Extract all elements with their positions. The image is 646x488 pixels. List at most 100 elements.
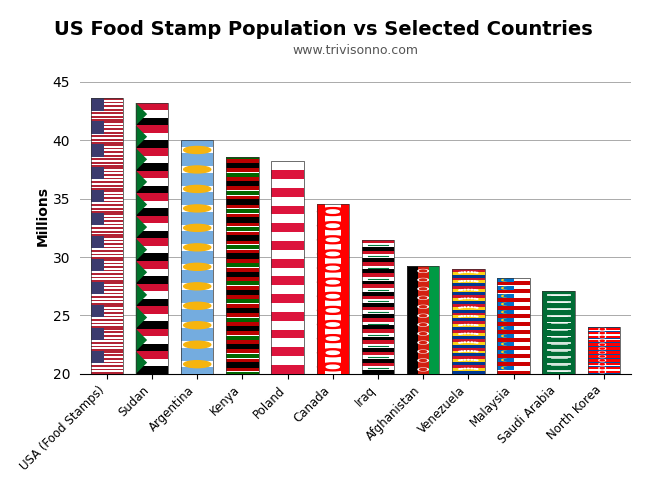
Circle shape [183, 166, 211, 173]
Bar [90, 337, 123, 339]
Bar [181, 244, 213, 250]
Bar [90, 296, 123, 298]
Bar [317, 289, 325, 304]
Bar [90, 149, 123, 151]
Bar [226, 245, 258, 247]
Bar [90, 109, 123, 111]
Polygon shape [321, 251, 344, 256]
Bar [136, 110, 169, 118]
Bar [90, 204, 123, 206]
Circle shape [183, 185, 211, 192]
Title: www.trivisonno.com: www.trivisonno.com [293, 44, 419, 57]
Polygon shape [321, 293, 344, 299]
Bar [90, 163, 123, 165]
Bar [181, 296, 213, 303]
Bar [90, 339, 123, 340]
Circle shape [504, 367, 508, 368]
Bar [181, 348, 213, 354]
Circle shape [599, 364, 605, 365]
Polygon shape [321, 237, 344, 243]
Circle shape [420, 270, 426, 272]
Bar [90, 314, 123, 316]
Bar [226, 175, 258, 181]
Bar [90, 291, 123, 293]
Bar [418, 329, 428, 338]
Bar [588, 366, 620, 370]
Bar [90, 111, 123, 112]
Bar [317, 233, 349, 247]
Bar [543, 291, 575, 374]
Bar [428, 338, 439, 347]
Bar [90, 250, 123, 252]
Bar [90, 353, 123, 354]
Bar [226, 172, 258, 173]
Bar [90, 243, 123, 245]
Bar [90, 103, 123, 105]
Bar [497, 293, 530, 294]
Bar [226, 229, 258, 247]
Bar [136, 246, 169, 253]
Bar [362, 288, 394, 292]
Bar [271, 188, 304, 197]
Polygon shape [136, 125, 147, 148]
Bar [418, 320, 428, 329]
Bar [271, 365, 304, 374]
Bar [407, 293, 418, 302]
Bar [226, 249, 258, 250]
Bar [181, 342, 213, 348]
Bar [226, 272, 258, 273]
Bar [362, 251, 394, 254]
Bar [90, 325, 123, 326]
Bar [90, 203, 123, 204]
Bar [90, 242, 123, 243]
Bar [90, 190, 103, 203]
Bar [452, 342, 484, 345]
Bar [226, 264, 258, 265]
Polygon shape [321, 265, 344, 270]
Bar [497, 352, 530, 353]
Circle shape [326, 238, 339, 242]
Bar [226, 302, 258, 308]
Circle shape [502, 327, 507, 329]
Bar [226, 284, 258, 302]
Bar [226, 362, 258, 364]
Bar [226, 268, 258, 281]
Bar [90, 298, 123, 300]
Bar [588, 327, 620, 374]
Bar [497, 278, 530, 279]
Bar [588, 350, 620, 354]
Bar [90, 217, 123, 218]
Circle shape [183, 283, 211, 290]
Bar [588, 362, 620, 366]
Bar [362, 240, 394, 374]
Bar [181, 328, 213, 335]
Bar [90, 157, 123, 158]
Bar [226, 181, 258, 186]
Circle shape [420, 315, 426, 317]
Bar [362, 285, 394, 288]
Bar [497, 350, 514, 354]
Bar [90, 261, 123, 263]
Bar [497, 340, 530, 341]
Circle shape [326, 295, 339, 298]
Bar [362, 258, 394, 262]
Bar [90, 141, 123, 142]
Bar [90, 222, 123, 224]
Bar [90, 105, 123, 107]
Bar [226, 195, 258, 196]
Bar [226, 318, 258, 319]
Circle shape [600, 352, 605, 353]
Bar [497, 372, 530, 373]
Bar [271, 197, 304, 205]
Bar [497, 335, 530, 336]
Bar [271, 277, 304, 285]
Bar [226, 353, 258, 354]
Bar [497, 345, 530, 346]
Polygon shape [321, 208, 344, 214]
Bar [226, 322, 258, 335]
Circle shape [600, 364, 605, 365]
Bar [497, 341, 530, 342]
Bar [90, 344, 123, 346]
Bar [407, 266, 418, 275]
Bar [362, 265, 394, 269]
